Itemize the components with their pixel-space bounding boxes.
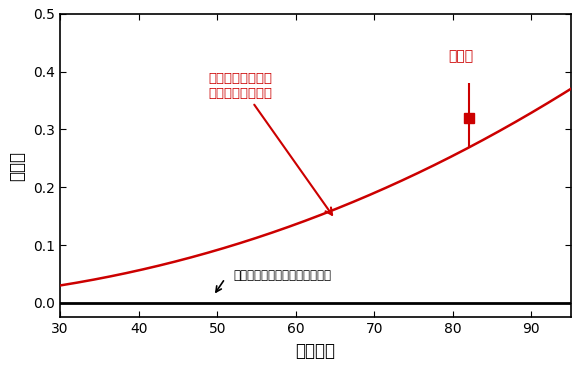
Y-axis label: 偏光度: 偏光度 xyxy=(8,151,26,181)
Text: 実験値: 実験値 xyxy=(448,49,473,63)
Text: 量子干渉を考慮しない理論計算: 量子干渉を考慮しない理論計算 xyxy=(233,269,331,282)
Text: 特異な量子干渉を
考慮した理論計算: 特異な量子干渉を 考慮した理論計算 xyxy=(209,72,332,215)
X-axis label: 原子番号: 原子番号 xyxy=(295,342,335,360)
